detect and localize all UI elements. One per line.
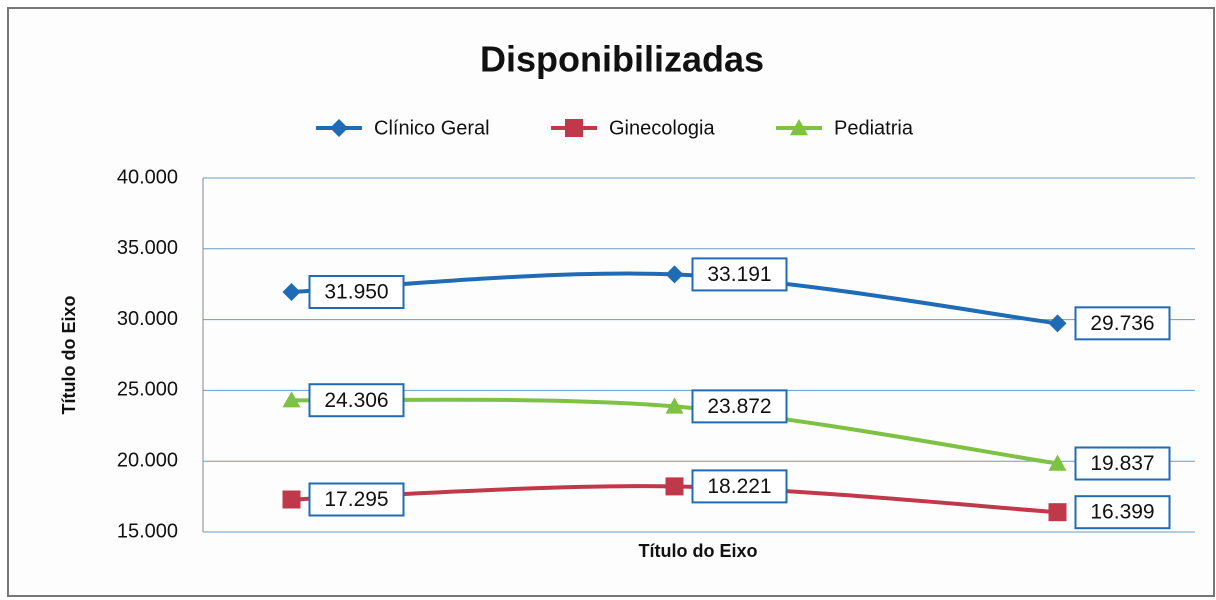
data-label-box — [691, 469, 788, 504]
y-tick-label: 25.000 — [117, 379, 178, 401]
y-axis-title: Título do Eixo — [59, 296, 79, 415]
chart-frame — [7, 7, 1215, 597]
data-label-box — [308, 383, 405, 418]
x-axis-title: Título do Eixo — [639, 541, 758, 561]
data-label: 33.191 — [707, 263, 771, 286]
data-label: 16.399 — [1090, 501, 1154, 524]
marker — [665, 477, 684, 496]
data-label: 31.950 — [324, 281, 388, 304]
data-label-box — [308, 482, 405, 517]
data-label-box — [691, 389, 788, 424]
data-label-box — [1074, 495, 1171, 530]
y-tick-label: 35.000 — [117, 237, 178, 259]
data-label: 18.221 — [707, 475, 771, 498]
data-label: 23.872 — [707, 395, 771, 418]
marker — [1048, 314, 1067, 333]
legend-marker — [330, 119, 348, 137]
marker — [665, 265, 684, 284]
data-label-box — [1074, 306, 1171, 341]
data-label: 19.837 — [1090, 452, 1154, 475]
marker — [282, 391, 301, 408]
legend-marker — [565, 119, 583, 137]
marker — [282, 490, 301, 509]
legend-label: Pediatria — [834, 117, 914, 139]
data-label: 17.295 — [324, 488, 388, 511]
marker — [665, 397, 684, 414]
y-tick-label: 30.000 — [117, 308, 178, 330]
marker — [1048, 454, 1067, 471]
marker — [1048, 503, 1067, 522]
y-tick-label: 20.000 — [117, 449, 178, 471]
data-label-box — [691, 257, 788, 292]
data-label-box — [1074, 446, 1171, 481]
data-label-box — [308, 274, 405, 309]
legend-label: Clínico Geral — [374, 117, 490, 139]
data-label: 24.306 — [324, 389, 388, 412]
marker — [282, 282, 301, 301]
data-label: 29.736 — [1090, 312, 1154, 335]
y-tick-label: 40.000 — [117, 166, 178, 188]
y-tick-label: 15.000 — [117, 520, 178, 542]
chart-title: Disponibilizadas — [480, 39, 764, 80]
legend-marker — [790, 119, 808, 136]
legend-label: Ginecologia — [609, 117, 716, 139]
